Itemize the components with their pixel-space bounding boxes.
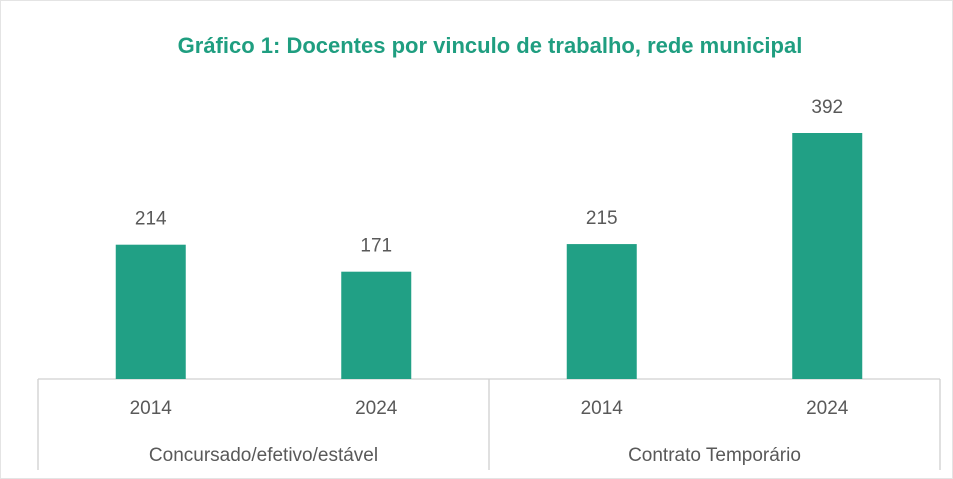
group-label: Concursado/efetivo/estável: [149, 445, 378, 466]
data-label: 215: [586, 208, 618, 229]
x-tick-label: 2024: [355, 398, 398, 419]
bar: [566, 244, 637, 379]
data-label: 392: [811, 97, 843, 118]
data-label: 214: [135, 209, 167, 230]
bar: [115, 244, 186, 379]
bar: [792, 133, 863, 379]
x-tick-label: 2014: [581, 398, 624, 419]
group-label: Contrato Temporário: [628, 445, 801, 466]
chart-title: Gráfico 1: Docentes por vinculo de traba…: [178, 33, 803, 58]
bar: [341, 271, 412, 379]
x-tick-label: 2014: [130, 398, 173, 419]
x-tick-label: 2024: [806, 398, 849, 419]
data-label: 171: [360, 236, 392, 257]
